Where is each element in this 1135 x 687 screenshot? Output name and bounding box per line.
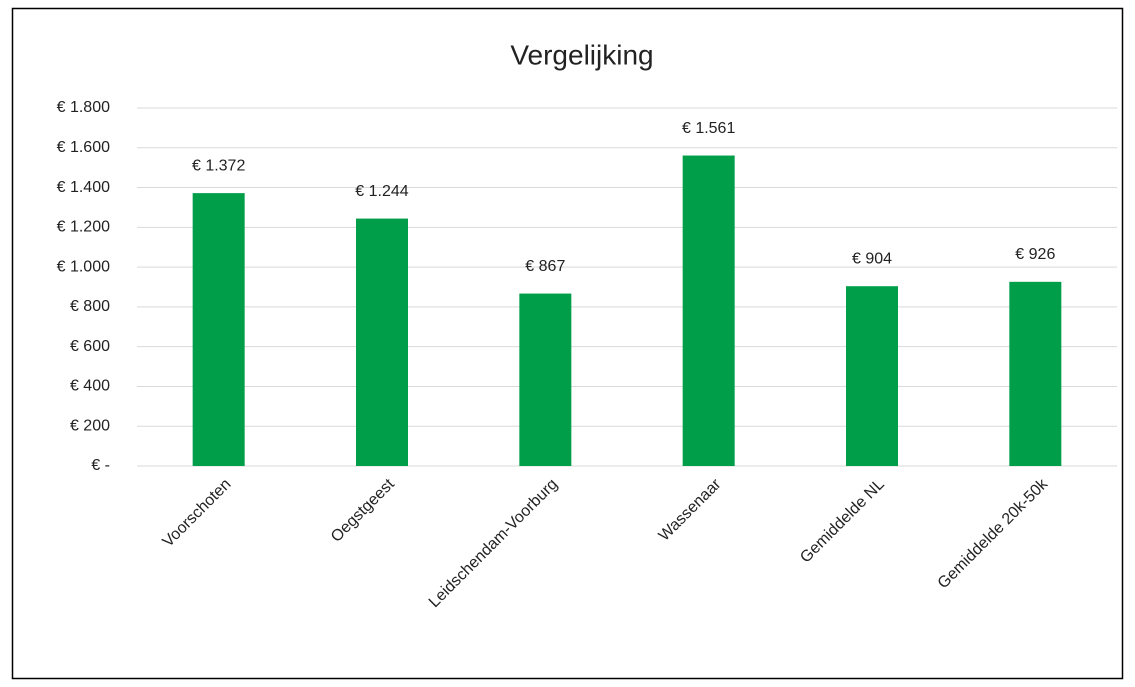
data-label: € 1.244	[355, 183, 408, 200]
y-tick-label: € 800	[70, 298, 110, 315]
y-tick-label: € 1.800	[57, 99, 110, 116]
y-tick-label: € 200	[70, 417, 110, 434]
y-tick-label: € 1.400	[57, 179, 110, 196]
data-label: € 1.372	[192, 157, 245, 174]
y-tick-label: € 1.200	[57, 219, 110, 236]
y-tick-label: € -	[91, 457, 110, 474]
y-tick-label: € 400	[70, 378, 110, 395]
data-label: € 926	[1015, 246, 1055, 263]
bar	[519, 293, 572, 466]
data-label: € 1.561	[682, 120, 735, 137]
data-label: € 867	[525, 258, 565, 275]
bar	[846, 286, 898, 466]
chart-title: Vergelijking	[510, 39, 653, 70]
bar	[356, 218, 408, 466]
bar	[192, 193, 245, 466]
y-tick-label: € 1.600	[57, 139, 110, 156]
bar	[1009, 281, 1062, 466]
data-label: € 904	[852, 250, 892, 267]
bar	[682, 155, 735, 467]
y-tick-label: € 600	[70, 338, 110, 355]
y-tick-label: € 1.000	[57, 258, 110, 275]
